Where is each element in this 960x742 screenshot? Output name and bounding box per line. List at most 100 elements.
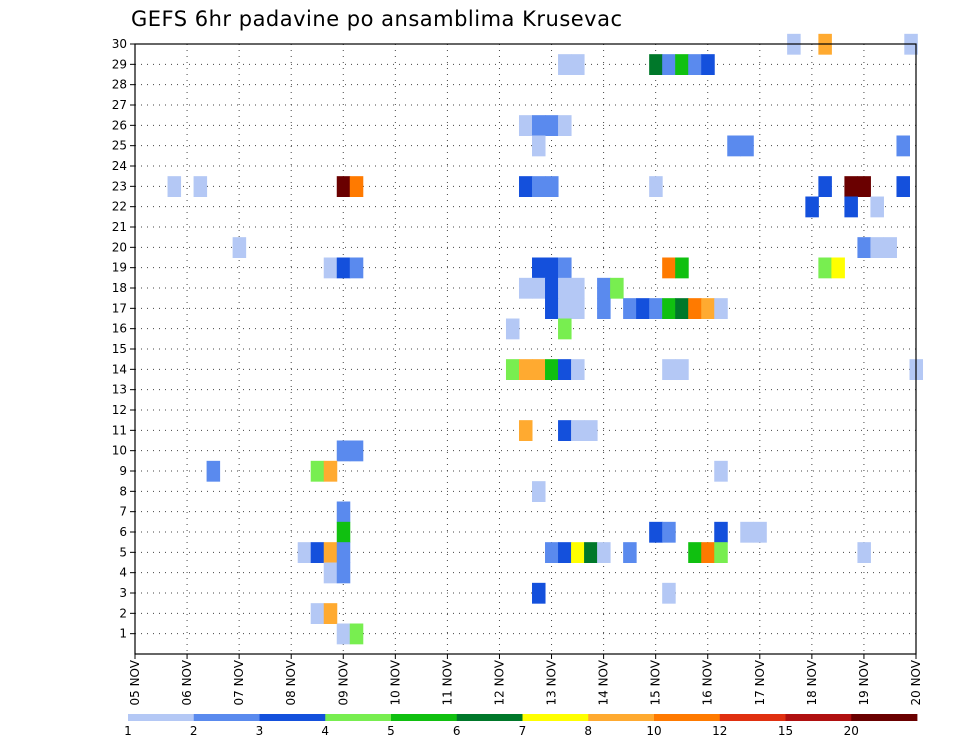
y-tick-label: 14 [112, 362, 127, 376]
heatmap-cell [505, 359, 520, 380]
heatmap-cell [571, 277, 585, 299]
heatmap-cell [662, 257, 676, 279]
legend-label: 5 [387, 724, 395, 738]
heatmap-cell [870, 237, 884, 258]
heatmap-cell [623, 298, 637, 319]
heatmap-cell [336, 501, 351, 523]
x-tick-label: 19 NOV [857, 659, 871, 705]
heatmap-cell [545, 176, 559, 197]
legend-swatch [654, 714, 721, 721]
y-tick-label: 29 [112, 57, 127, 71]
x-tick-label: 12 NOV [492, 659, 506, 705]
heatmap-cell [688, 298, 702, 319]
heatmap-cell [532, 176, 546, 197]
y-tick-label: 10 [112, 444, 127, 458]
x-tick-label: 20 NOV [909, 659, 923, 705]
y-tick-label: 18 [112, 281, 127, 295]
heatmap-cell [662, 298, 676, 319]
legend-label: 4 [321, 724, 329, 738]
legend-swatch [719, 714, 786, 721]
heatmap-cell [675, 54, 689, 75]
legend-swatch [785, 714, 852, 721]
x-tick-label: 11 NOV [440, 659, 454, 705]
heatmap-cell [740, 135, 754, 157]
chart-cells [167, 33, 924, 645]
x-tick-label: 06 NOV [180, 659, 194, 705]
heatmap-cell [518, 359, 533, 380]
y-tick-label: 26 [112, 118, 127, 132]
y-tick-label: 21 [112, 220, 127, 234]
x-tick-label: 14 NOV [597, 659, 611, 705]
heatmap-cell [636, 298, 650, 319]
heatmap-cell [545, 359, 559, 380]
heatmap-cell [818, 176, 832, 197]
legend-label: 6 [453, 724, 461, 738]
heatmap-cell [558, 542, 572, 563]
legend-swatch [391, 714, 458, 721]
y-tick-label: 30 [112, 37, 127, 51]
heatmap-cell [545, 542, 559, 563]
heatmap-cell [532, 582, 546, 604]
heatmap-cell [532, 277, 546, 299]
y-tick-label: 19 [112, 261, 127, 275]
heatmap-cell [649, 521, 663, 543]
heatmap-cell [349, 176, 364, 197]
heatmap-cell [753, 521, 767, 543]
heatmap-cell [831, 257, 845, 279]
heatmap-cell [323, 257, 338, 279]
y-tick-label: 24 [112, 159, 127, 173]
y-tick-label: 6 [119, 525, 127, 539]
heatmap-cell [558, 115, 572, 136]
x-tick-label: 05 NOV [128, 659, 142, 705]
heatmap-cell [532, 257, 546, 279]
x-tick-label: 13 NOV [545, 659, 559, 705]
x-tick-label: 16 NOV [701, 659, 715, 705]
legend-swatch [588, 714, 655, 721]
legend-label: 1 [124, 724, 132, 738]
legend-label: 20 [844, 724, 859, 738]
heatmap-cell [870, 196, 884, 218]
color-legend: 1 2 3 4 5 6 7 8 10 12 15 20 [124, 714, 918, 738]
heatmap-cell [336, 440, 351, 462]
y-tick-label: 11 [112, 423, 127, 437]
heatmap-cell [323, 542, 338, 563]
heatmap-cell [662, 54, 676, 75]
heatmap-cell [896, 135, 910, 157]
legend-swatch [456, 714, 523, 721]
y-tick-label: 20 [112, 240, 127, 254]
heatmap-cell [818, 257, 832, 279]
legend-label: 10 [646, 724, 661, 738]
y-tick-label: 12 [112, 403, 127, 417]
heatmap-cell [675, 257, 689, 279]
y-tick-label: 8 [119, 484, 127, 498]
legend-label: 3 [256, 724, 264, 738]
heatmap-cell [310, 460, 325, 482]
heatmap-cell [532, 115, 546, 136]
heatmap-cell [714, 521, 728, 543]
heatmap-cell [844, 196, 858, 218]
heatmap-cell [558, 277, 572, 299]
y-tick-label: 15 [112, 342, 127, 356]
heatmap-cell [532, 481, 546, 502]
heatmap-cell [232, 237, 247, 258]
heatmap-cell [701, 54, 715, 75]
y-tick-label: 27 [112, 98, 127, 112]
heatmap-cell [597, 277, 611, 299]
x-tick-label: 09 NOV [336, 659, 350, 705]
heatmap-cell [571, 542, 585, 563]
heatmap-cell [623, 542, 637, 563]
heatmap-cell [727, 135, 741, 157]
heatmap-cell [518, 420, 533, 441]
heatmap-cell [558, 257, 572, 279]
heatmap-cell [597, 542, 611, 563]
heatmap-cell [584, 420, 598, 441]
heatmap-cell [571, 54, 585, 75]
heatmap-cell [571, 420, 585, 441]
x-tick-label: 18 NOV [805, 659, 819, 705]
legend-label: 7 [519, 724, 527, 738]
heatmap-cell [323, 562, 338, 584]
heatmap-cell [505, 318, 520, 340]
heatmap-cell [349, 257, 364, 279]
y-tick-label: 16 [112, 322, 127, 336]
legend-swatch [193, 714, 260, 721]
